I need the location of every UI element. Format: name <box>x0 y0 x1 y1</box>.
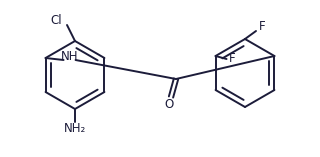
Text: O: O <box>164 97 174 111</box>
Text: NH: NH <box>61 49 78 62</box>
Text: F: F <box>259 21 265 33</box>
Text: Cl: Cl <box>50 14 62 27</box>
Text: F: F <box>229 52 236 65</box>
Text: NH₂: NH₂ <box>64 122 86 135</box>
